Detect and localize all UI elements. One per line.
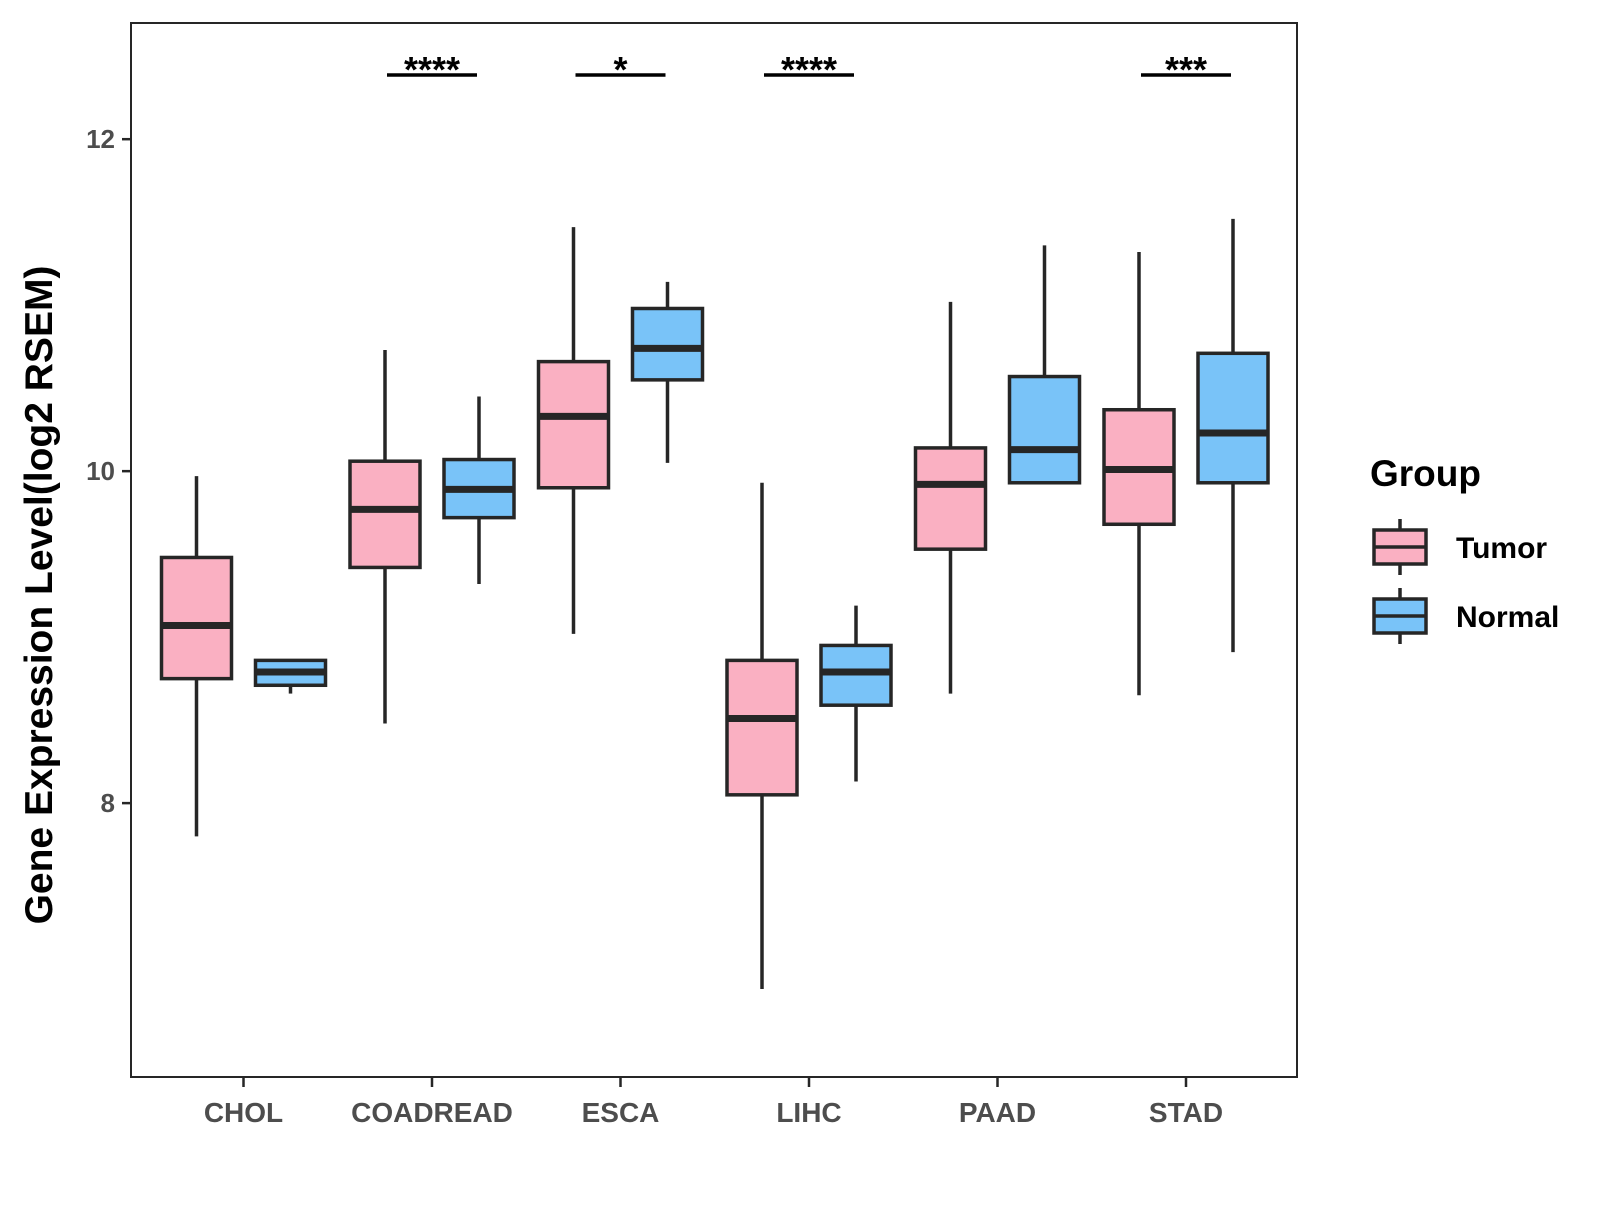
significance-label-coadread: **** <box>404 49 460 90</box>
y-tick-label: 12 <box>86 124 115 154</box>
box-tumor-paad <box>913 446 988 551</box>
x-tick-label-esca: ESCA <box>582 1097 660 1128</box>
x-tick-label-coadread: COADREAD <box>351 1097 513 1128</box>
legend-title: Group <box>1370 453 1481 494</box>
x-tick-label-paad: PAAD <box>959 1097 1036 1128</box>
y-tick-label: 8 <box>101 788 115 818</box>
box-tumor-coadread <box>348 459 422 570</box>
y-axis-title: Gene Expression Level(log2 RSEM) <box>18 266 61 925</box>
box-tumor-chol <box>159 555 234 681</box>
box-tumor-lihc <box>725 658 799 797</box>
significance-label-stad: *** <box>1165 49 1207 90</box>
box-tumor-esca <box>536 359 611 490</box>
x-tick-label-stad: STAD <box>1149 1097 1223 1128</box>
significance-label-lihc: **** <box>781 49 837 90</box>
plot-panel-border <box>130 22 1298 1078</box>
x-tick-label-lihc: LIHC <box>776 1097 841 1128</box>
significance-label-esca: * <box>613 49 627 90</box>
x-tick-label-chol: CHOL <box>204 1097 283 1128</box>
box-normal-stad <box>1196 351 1270 485</box>
box-normal-esca <box>630 306 705 382</box>
y-tick-label: 10 <box>86 456 115 486</box>
legend-label-normal: Normal <box>1456 601 1559 634</box>
box-normal-paad <box>1007 374 1082 485</box>
legend-label-tumor: Tumor <box>1456 532 1547 565</box>
